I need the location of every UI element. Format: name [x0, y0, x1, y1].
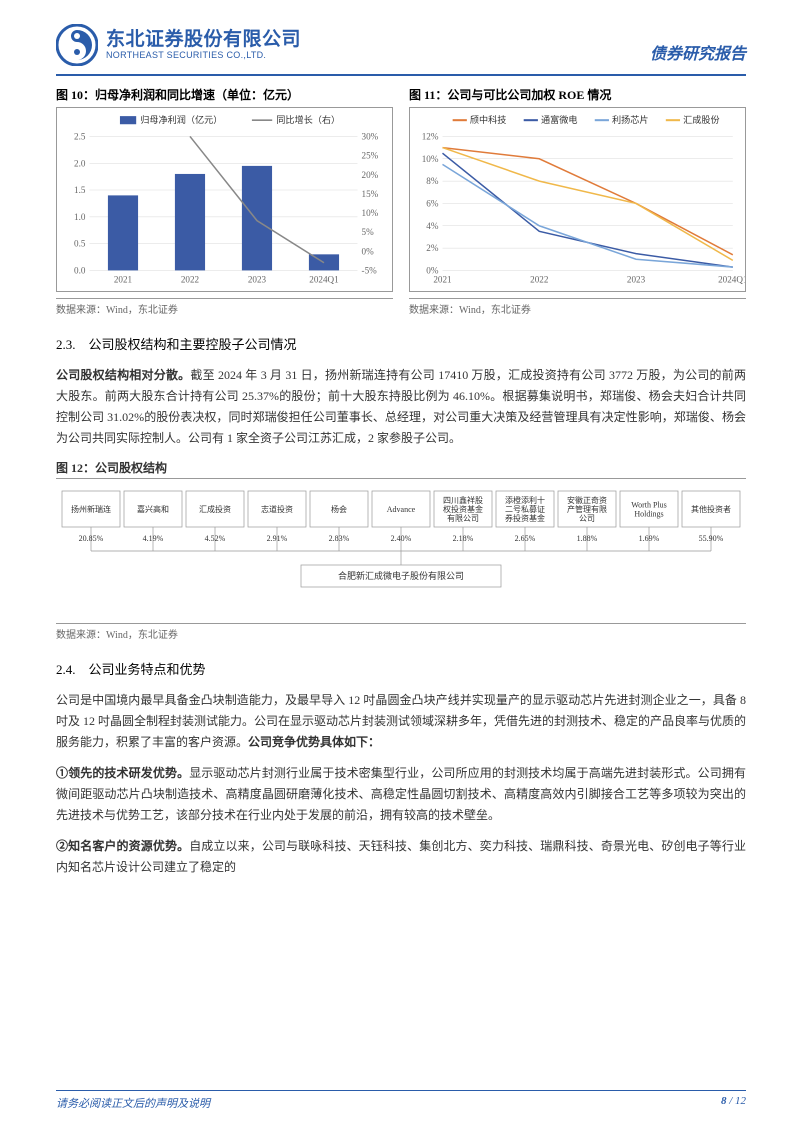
svg-text:汇成投资: 汇成投资 [199, 504, 231, 514]
svg-text:权投资基金: 权投资基金 [443, 504, 483, 514]
logo-block: 东北证券股份有限公司 NORTHEAST SECURITIES CO.,LTD. [56, 24, 301, 66]
svg-text:2024Q1: 2024Q1 [309, 275, 339, 285]
svg-text:其他投资者: 其他投资者 [691, 504, 731, 514]
figure-11-chart: 0%2%4%6%8%10%12%2021202220232024Q1颀中科技通富… [409, 107, 746, 292]
figure-11-source: 数据来源：Wind，东北证券 [409, 298, 746, 316]
svg-text:0.0: 0.0 [74, 265, 86, 275]
section-2-4-para-2: ①领先的技术研发优势。显示驱动芯片封测行业属于技术密集型行业，公司所应用的封测技… [56, 763, 746, 826]
svg-text:四川鑫祥股: 四川鑫祥股 [443, 495, 483, 505]
section-2-4-para-3: ②知名客户的资源优势。自成立以来，公司与联咏科技、天钰科技、集创北方、奕力科技、… [56, 836, 746, 878]
svg-text:0.5: 0.5 [74, 239, 86, 249]
svg-text:汇成股份: 汇成股份 [683, 114, 720, 125]
svg-text:20.85%: 20.85% [79, 534, 104, 543]
svg-text:2.91%: 2.91% [267, 534, 288, 543]
svg-text:2023: 2023 [627, 275, 646, 285]
svg-text:1.69%: 1.69% [639, 534, 660, 543]
svg-text:2022: 2022 [530, 275, 549, 285]
svg-text:扬州新瑞连: 扬州新瑞连 [71, 504, 111, 514]
svg-text:25%: 25% [362, 151, 379, 161]
figure-12-title: 图 12：公司股权结构 [56, 459, 746, 479]
svg-text:2.65%: 2.65% [515, 534, 536, 543]
section-2-4-para-1: 公司是中国境内最早具备金凸块制造能力，及最早导入 12 吋晶圆金凸块产线并实现量… [56, 690, 746, 753]
svg-text:5%: 5% [362, 227, 375, 237]
section-2-3-heading: 2.3. 公司股权结构和主要控股子公司情况 [56, 334, 746, 353]
svg-text:公司: 公司 [579, 514, 595, 523]
svg-text:-5%: -5% [362, 265, 378, 275]
svg-text:6%: 6% [426, 198, 439, 208]
svg-text:志道投资: 志道投资 [261, 504, 293, 514]
svg-text:4%: 4% [426, 221, 439, 231]
svg-text:30%: 30% [362, 131, 379, 141]
svg-text:嘉兴高和: 嘉兴高和 [137, 504, 169, 514]
svg-text:1.0: 1.0 [74, 212, 86, 222]
logo-text-en: NORTHEAST SECURITIES CO.,LTD. [106, 51, 301, 61]
svg-text:2022: 2022 [181, 275, 200, 285]
svg-text:2024Q1: 2024Q1 [718, 275, 746, 285]
svg-text:Worth Plus: Worth Plus [631, 500, 667, 509]
svg-text:添橙添利十: 添橙添利十 [505, 495, 545, 505]
figure-10-source: 数据来源：Wind，东北证券 [56, 298, 393, 316]
svg-text:4.52%: 4.52% [205, 534, 226, 543]
figure-10-chart: 0.0 0.5 1.0 1.5 2.0 2.5 -5% 0% 5% 10% 15% 20% 25% 30%… [56, 107, 393, 292]
svg-text:安徽正奇资: 安徽正奇资 [567, 495, 607, 505]
svg-text:20%: 20% [362, 170, 379, 180]
svg-text:55.90%: 55.90% [699, 534, 724, 543]
svg-text:颀中科技: 颀中科技 [470, 114, 507, 125]
svg-text:10%: 10% [362, 208, 379, 218]
svg-text:2021: 2021 [433, 275, 452, 285]
svg-text:12%: 12% [422, 131, 439, 141]
figure-12-diagram: 扬州新瑞连 20.85% 嘉兴高和 4.19% 汇成投资 4.52% 志道投资 2.91% 杨会… [56, 487, 746, 617]
svg-text:2.83%: 2.83% [329, 534, 350, 543]
svg-text:券投资基金: 券投资基金 [505, 513, 545, 523]
svg-text:合肥新汇成微电子股份有限公司: 合肥新汇成微电子股份有限公司 [338, 570, 464, 581]
svg-text:2.40%: 2.40% [391, 534, 412, 543]
report-type: 债券研究报告 [650, 40, 746, 64]
figure-10: 图 10：归母净利润和同比增速（单位：亿元） 0.0 0.5 1.0 1.5 2.0 2.… [56, 86, 393, 316]
logo-text-cn: 东北证券股份有限公司 [106, 30, 301, 51]
figure-11-title: 图 11：公司与可比公司加权 ROE 情况 [409, 86, 746, 103]
svg-text:利扬芯片: 利扬芯片 [612, 114, 649, 125]
svg-text:1.5: 1.5 [74, 185, 86, 195]
svg-text:2023: 2023 [248, 275, 267, 285]
figure-12-source: 数据来源：Wind，东北证券 [56, 623, 746, 641]
svg-text:10%: 10% [422, 154, 439, 164]
svg-text:杨会: 杨会 [331, 504, 347, 514]
section-2-3-para: 公司股权结构相对分散。截至 2024 年 3 月 31 日，扬州新瑞连持有公司 … [56, 365, 746, 449]
page-header: 东北证券股份有限公司 NORTHEAST SECURITIES CO.,LTD.… [56, 24, 746, 76]
svg-text:2%: 2% [426, 243, 439, 253]
figure-10-title: 图 10：归母净利润和同比增速（单位：亿元） [56, 86, 393, 103]
svg-text:0%: 0% [362, 246, 375, 256]
svg-text:2.0: 2.0 [74, 158, 86, 168]
svg-text:8%: 8% [426, 176, 439, 186]
svg-text:有限公司: 有限公司 [447, 513, 479, 523]
section-2-4-heading: 2.4. 公司业务特点和优势 [56, 659, 746, 678]
svg-text:15%: 15% [362, 189, 379, 199]
svg-text:通富微电: 通富微电 [541, 114, 578, 125]
svg-text:归母净利润（亿元）: 归母净利润（亿元） [140, 114, 222, 125]
svg-text:Advance: Advance [387, 505, 416, 514]
svg-text:4.19%: 4.19% [143, 534, 164, 543]
svg-text:二号私募证: 二号私募证 [505, 504, 545, 514]
company-logo-icon [56, 24, 98, 66]
footer-disclaimer: 请务必阅读正文后的声明及说明 [56, 1095, 210, 1111]
footer-page-number: 8 / 12 [721, 1095, 746, 1111]
page-footer: 请务必阅读正文后的声明及说明 8 / 12 [56, 1090, 746, 1111]
svg-text:Holdings: Holdings [634, 509, 663, 518]
figure-11: 图 11：公司与可比公司加权 ROE 情况 0%2%4%6%8%10%12%20… [409, 86, 746, 316]
svg-text:2.5: 2.5 [74, 131, 86, 141]
svg-text:2.18%: 2.18% [453, 534, 474, 543]
svg-text:同比增长（右）: 同比增长（右） [276, 114, 340, 125]
svg-text:产管理有限: 产管理有限 [567, 504, 607, 514]
svg-text:2021: 2021 [114, 275, 133, 285]
svg-text:1.88%: 1.88% [577, 534, 598, 543]
